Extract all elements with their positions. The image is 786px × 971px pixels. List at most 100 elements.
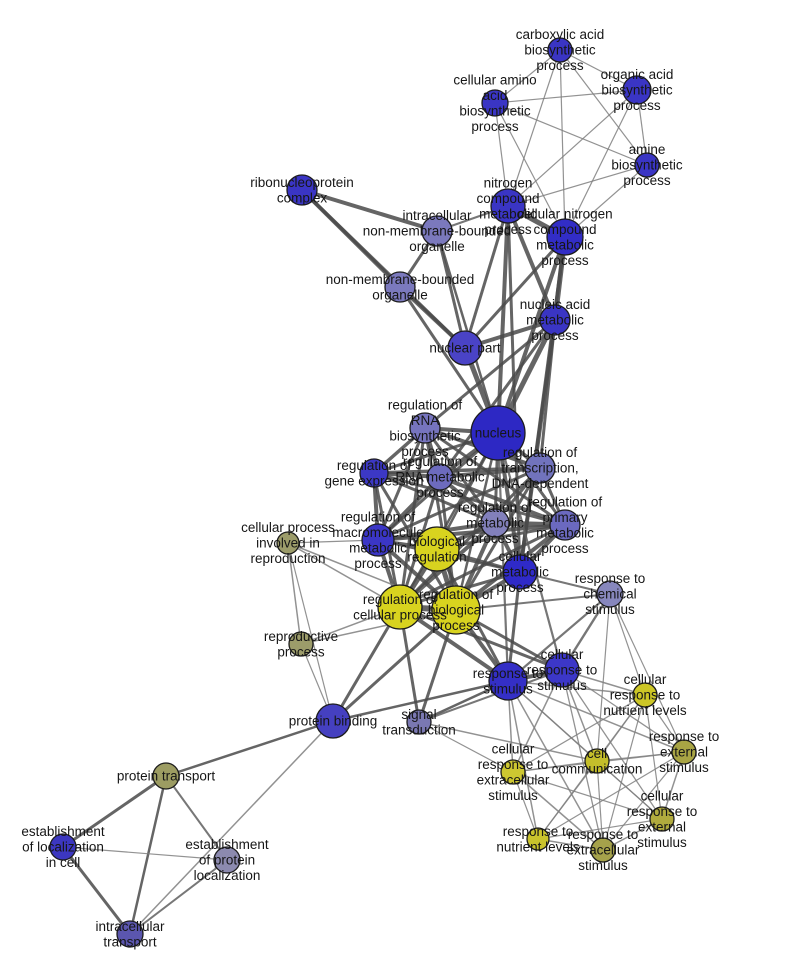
node-amino[interactable]	[481, 89, 509, 117]
node-label-cell-resp-stim: cellular response to stimulus	[527, 647, 598, 693]
node-cpr[interactable]	[276, 531, 300, 555]
node-cr-nutrient[interactable]	[632, 682, 658, 708]
edge-nitrogen--nuclear-part	[463, 205, 510, 349]
node-bio-reg[interactable]	[414, 526, 460, 572]
edge-intra-transport--protein-binding	[129, 720, 334, 935]
node-reg-transcription[interactable]	[524, 452, 556, 484]
node-label-cr-external: cellular response to external stimulus	[627, 788, 698, 850]
node-reg-macro[interactable]	[361, 523, 395, 557]
node-label-reg-biological: regulation of biological process	[419, 587, 494, 633]
node-nuclear-part[interactable]	[447, 330, 483, 366]
node-label-cr-nutrient: cellular response to nutrient levels	[603, 672, 687, 718]
edge-protein-binding--protein-transport	[165, 719, 334, 778]
node-label-reg-cellular: regulation of cellular process	[353, 592, 447, 623]
edge-resp-chem--resp-external	[609, 593, 685, 753]
edge-reg-rna-met--reg-primary	[439, 475, 566, 527]
node-label-intra-nmb: intracellular non-membrane-bounded organel…	[363, 208, 512, 254]
node-reg-gene-exp[interactable]	[359, 458, 389, 488]
node-label-resp-external: response to external stimulus	[649, 729, 720, 775]
node-label-cell-comm: cell communication	[552, 746, 643, 777]
edge-cell-resp-stim--signal-trans	[418, 669, 563, 723]
node-cell-comm[interactable]	[584, 748, 610, 774]
edge-protein-transport--intra-transport	[128, 775, 168, 935]
edge-nitrogen--nucleic	[506, 205, 557, 321]
node-label-reg-met: regulation of metabolic process	[458, 500, 533, 546]
edge-resp-external--resp-extracellular	[602, 751, 685, 851]
edge-carbox--cell-nitrogen	[559, 49, 566, 238]
edge-resp-stim--cr-nutrient	[507, 680, 646, 696]
edge-cell-nitrogen--nuclear-part	[463, 235, 567, 350]
edge-resp-stim--resp-chem	[507, 593, 611, 682]
edge-resp-stim--protein-binding	[332, 679, 509, 723]
node-label-nucleic: nucleic acid metabolic process	[520, 297, 591, 343]
node-resp-nutrient[interactable]	[526, 827, 550, 851]
node-protein-binding[interactable]	[315, 703, 351, 739]
node-rnp[interactable]	[286, 174, 318, 206]
edge-nucleic--reg-rna-bio	[424, 318, 556, 430]
node-label-nmb: non-membrane-bounded organelle	[326, 272, 475, 303]
node-reg-met[interactable]	[480, 508, 510, 538]
node-reg-rna-bio[interactable]	[409, 412, 441, 444]
node-reg-rna-met[interactable]	[426, 463, 454, 491]
node-label-cellular-metabolic: cellular metabolic process	[491, 549, 549, 595]
edge-signal-trans--cr-extracellular	[418, 721, 514, 773]
node-carbox[interactable]	[547, 37, 573, 63]
edge-organic--cell-nitrogen	[564, 89, 638, 238]
node-intra-nmb[interactable]	[421, 215, 453, 247]
node-cell-resp-stim[interactable]	[544, 652, 580, 688]
edge-repro--reg-biological	[300, 609, 457, 645]
node-cell-nitrogen[interactable]	[546, 218, 584, 256]
node-reg-biological[interactable]	[431, 585, 481, 635]
edge-cr-nutrient--resp-extracellular	[602, 694, 646, 851]
node-amine[interactable]	[634, 152, 660, 178]
edge-cell-resp-stim--resp-external	[561, 669, 685, 753]
node-signal-trans[interactable]	[406, 709, 432, 735]
edge-protein-binding--reg-biological	[331, 608, 458, 723]
node-label-resp-stim: response to stimulus	[473, 666, 544, 697]
node-label-amino: cellular amino acid biosynthetic process	[453, 72, 536, 134]
node-repro[interactable]	[288, 631, 314, 657]
node-label-reg-gene-exp: regulation of gene expression	[324, 458, 423, 489]
node-nucleus[interactable]	[470, 405, 526, 461]
edge-cell-comm--resp-extracellular	[596, 760, 604, 851]
node-organic[interactable]	[622, 75, 652, 105]
node-label-cpr: cellular process involved in reproduction	[241, 520, 335, 566]
node-cr-extracellular[interactable]	[500, 759, 526, 785]
node-resp-external[interactable]	[671, 739, 697, 765]
node-est-prot-loc[interactable]	[213, 846, 241, 874]
node-resp-chem[interactable]	[596, 580, 624, 608]
edge-cr-extracellular--cr-external	[512, 771, 663, 820]
edge-protein-transport--est-loc-cell	[62, 774, 167, 849]
edge-reg-gene-exp--reg-primary	[373, 471, 566, 527]
node-label-nitrogen: nitrogen compound metabolic process	[476, 175, 539, 237]
node-protein-transport[interactable]	[152, 762, 180, 790]
edge-cell-resp-stim--cr-extracellular	[512, 669, 563, 773]
node-label-protein-transport: protein transport	[117, 769, 216, 784]
node-est-loc-cell[interactable]	[49, 833, 77, 861]
edge-cell-comm--resp-nutrient	[537, 760, 598, 840]
node-reg-cellular[interactable]	[377, 584, 423, 630]
node-cr-external[interactable]	[649, 806, 675, 832]
edge-carbox--amine	[559, 49, 648, 166]
edge-cell-comm--cr-external	[596, 760, 663, 820]
edge-amino--amine	[494, 102, 648, 166]
node-nmb[interactable]	[384, 271, 416, 303]
node-label-organic: organic acid biosynthetic process	[601, 67, 674, 113]
node-resp-extracellular[interactable]	[590, 837, 616, 863]
node-nucleic[interactable]	[539, 304, 571, 336]
node-intra-transport[interactable]	[116, 920, 144, 948]
edge-carbox--amino	[494, 49, 561, 104]
node-label-reg-transcription: regulation of transcription, DNA-dependent	[492, 445, 589, 491]
node-nitrogen[interactable]	[490, 188, 526, 224]
node-resp-stim[interactable]	[488, 661, 528, 701]
node-cellular-metabolic[interactable]	[502, 554, 538, 590]
edge-cell-comm--signal-trans	[418, 721, 598, 762]
node-reg-primary[interactable]	[549, 509, 581, 541]
edge-reg-cellular--nucleus	[398, 432, 500, 608]
edge-nitrogen--nucleus	[496, 205, 510, 434]
edge-reg-rna-bio--reg-biological	[423, 427, 458, 611]
edge-reg-rna-bio--reg-primary	[424, 426, 566, 527]
edge-cpr--reg-biological	[287, 542, 457, 611]
node-label-rnp: ribonucleoprotein complex	[250, 175, 354, 206]
